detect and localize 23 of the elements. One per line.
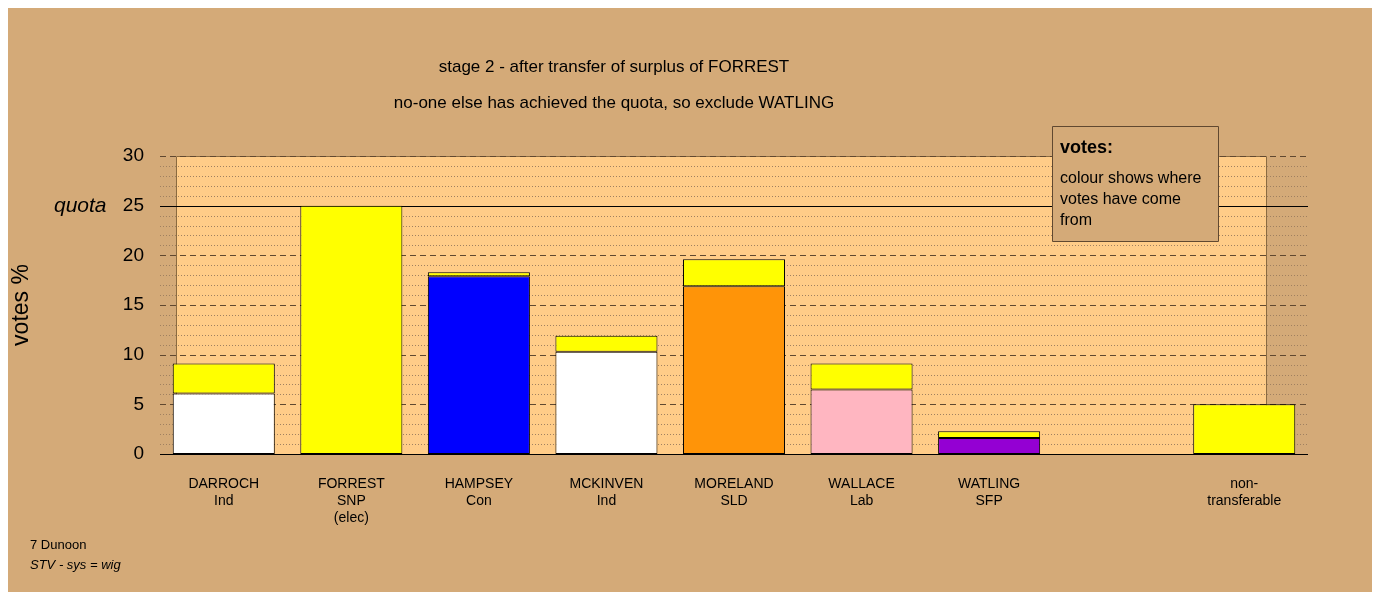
x-tick-label: DARROCH Ind (188, 475, 260, 509)
y-tick-label: 15 (122, 293, 144, 315)
chart-subtitle: no-one else has achieved the quota, so exclude WATLING (393, 92, 835, 112)
x-tick-label: FORREST SNP (elec) (317, 475, 386, 525)
x-tick-label: WALLACE Lab (828, 475, 895, 509)
x-tick-label: MORELAND SLD (694, 475, 774, 509)
ref-line-label: quota (54, 193, 107, 217)
text: 7 Dunoon (30, 537, 87, 552)
chart-title: stage 2 - after transfer of surplus of FORREST (438, 56, 790, 76)
y-tick-label: 30 (122, 144, 144, 166)
annotation: votes: (1060, 137, 1114, 157)
y-tick-label: 25 (122, 193, 144, 215)
y-tick-label: 10 (122, 342, 144, 364)
y-tick-label: 5 (133, 392, 144, 414)
y-tick-label: 20 (122, 243, 144, 265)
x-tick-label: WATLING SFP (957, 475, 1021, 509)
x-tick-label: HAMPSEY Con (444, 475, 514, 509)
annotation: colour shows where votes have come from (1060, 169, 1202, 228)
y-axis-title: votes % (7, 264, 34, 346)
x-tick-label: non- transferable (1207, 475, 1282, 509)
x-tick-label: MCKINVEN Ind (569, 475, 644, 509)
y-tick-label: 0 (133, 442, 144, 464)
text: STV - sys = wig (30, 557, 122, 572)
